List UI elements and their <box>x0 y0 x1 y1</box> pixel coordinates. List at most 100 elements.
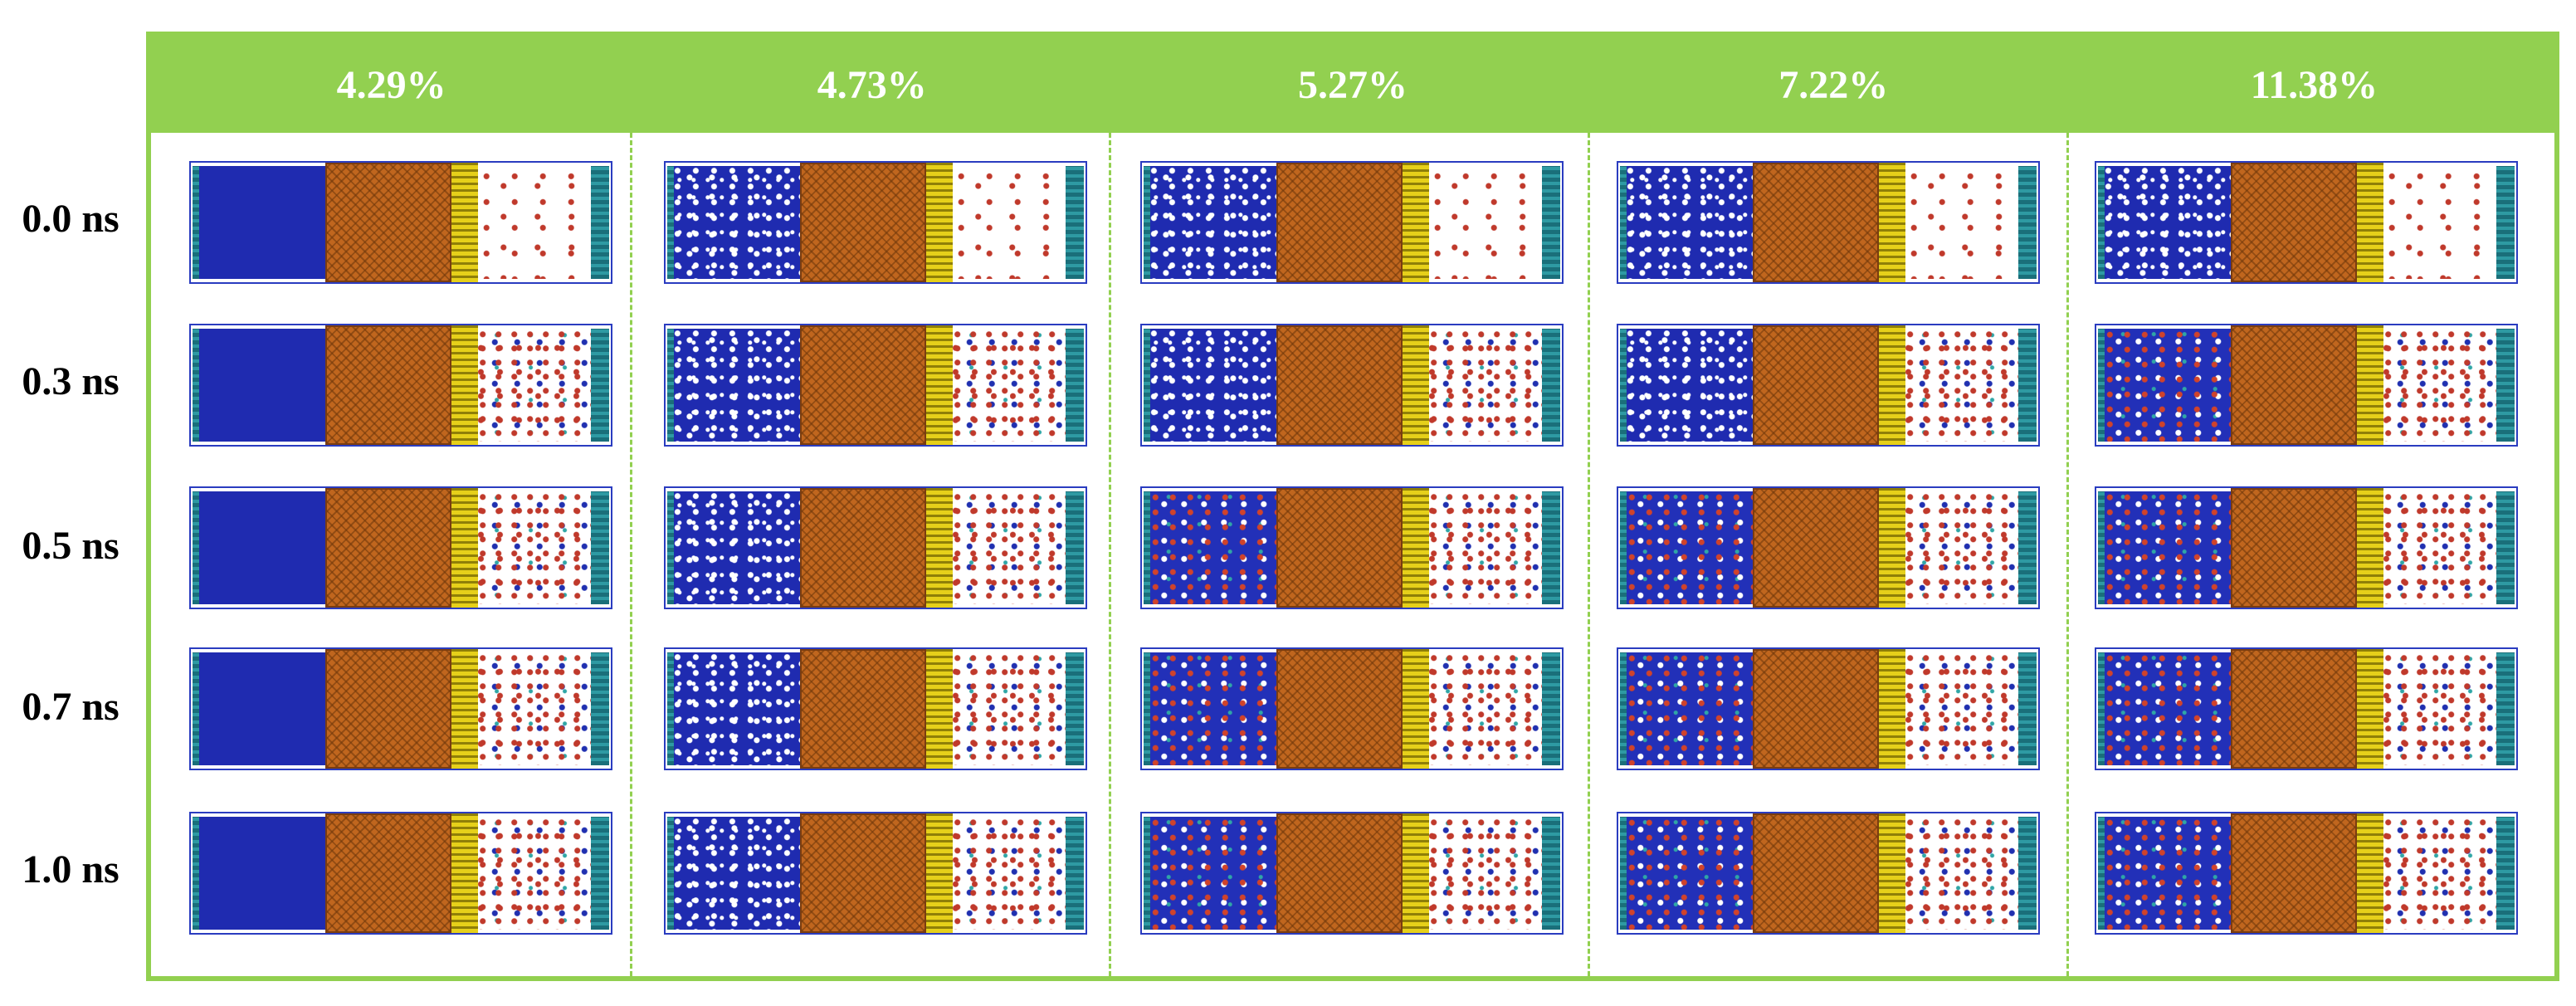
interface-layer <box>926 649 953 769</box>
water-region <box>199 166 325 279</box>
simulation-snapshot <box>1617 324 2040 447</box>
row-label-1: 0.0 ns <box>22 197 120 241</box>
right-wall <box>591 652 609 765</box>
left-wall <box>2098 491 2106 604</box>
water-region <box>1150 652 1276 765</box>
water-region <box>1150 166 1276 279</box>
row-label-4: 0.7 ns <box>22 685 120 729</box>
gas-region <box>2383 491 2496 604</box>
interface-layer <box>926 813 953 933</box>
interface-layer <box>1879 649 1905 769</box>
simulation-box <box>189 161 612 284</box>
column-header-bar: 4.29% 4.73% 5.27% 7.22% 11.38% <box>151 37 2554 133</box>
crystal-block <box>325 325 451 445</box>
column-header-2: 4.73% <box>817 62 927 107</box>
water-region <box>674 491 800 604</box>
gas-region <box>1429 817 1542 930</box>
right-wall <box>1542 491 1560 604</box>
simulation-box <box>189 486 612 609</box>
interface-layer <box>2357 163 2383 282</box>
interface-layer <box>451 163 478 282</box>
crystal-block <box>1753 325 1879 445</box>
left-wall <box>193 817 201 930</box>
column-header-4: 7.22% <box>1778 62 1889 107</box>
right-wall <box>2496 166 2515 279</box>
simulation-box <box>664 486 1087 609</box>
right-wall <box>591 491 609 604</box>
crystal-block <box>1276 163 1403 282</box>
simulation-snapshot <box>2095 647 2518 770</box>
right-wall <box>2496 817 2515 930</box>
interface-layer <box>926 163 953 282</box>
left-wall <box>2098 166 2106 279</box>
right-wall <box>2496 652 2515 765</box>
interface-layer <box>926 325 953 445</box>
simulation-box <box>2095 486 2518 609</box>
water-region <box>2105 652 2231 765</box>
interface-layer <box>1403 325 1429 445</box>
gas-region <box>2383 166 2496 279</box>
left-wall <box>1620 652 1628 765</box>
simulation-snapshot <box>1617 161 2040 284</box>
left-wall <box>667 329 676 442</box>
column-separator <box>630 133 632 976</box>
water-region <box>1150 817 1276 930</box>
crystal-block <box>800 813 926 933</box>
right-wall <box>2018 491 2037 604</box>
simulation-snapshot <box>2095 486 2518 609</box>
water-region <box>1627 491 1753 604</box>
left-wall <box>667 652 676 765</box>
water-region <box>1627 817 1753 930</box>
simulation-box <box>189 812 612 935</box>
left-wall <box>193 652 201 765</box>
right-wall <box>1066 491 1084 604</box>
left-wall <box>1144 491 1152 604</box>
simulation-box <box>1617 324 2040 447</box>
right-wall <box>1542 329 1560 442</box>
left-wall <box>1144 329 1152 442</box>
water-region <box>2105 329 2231 442</box>
interface-layer <box>2357 325 2383 445</box>
water-region <box>199 652 325 765</box>
left-wall <box>1144 817 1152 930</box>
simulation-box <box>1617 161 2040 284</box>
water-region <box>199 329 325 442</box>
column-separator <box>1588 133 1590 976</box>
water-region <box>674 817 800 930</box>
simulation-box <box>664 647 1087 770</box>
gas-region <box>478 491 591 604</box>
simulation-snapshot <box>189 812 612 935</box>
left-wall <box>193 329 201 442</box>
left-wall <box>1620 329 1628 442</box>
simulation-box <box>1617 647 2040 770</box>
crystal-block <box>1276 813 1403 933</box>
gas-region <box>1905 166 2018 279</box>
simulation-box <box>189 324 612 447</box>
right-wall <box>2018 652 2037 765</box>
right-wall <box>591 166 609 279</box>
interface-layer <box>926 488 953 608</box>
water-region <box>1627 166 1753 279</box>
water-region <box>1150 329 1276 442</box>
left-wall <box>667 817 676 930</box>
simulation-snapshot <box>1617 647 2040 770</box>
column-header-1: 4.29% <box>336 62 446 107</box>
left-wall <box>193 491 201 604</box>
simulation-snapshot <box>1140 324 1564 447</box>
left-wall <box>667 166 676 279</box>
water-region <box>1627 652 1753 765</box>
left-wall <box>2098 329 2106 442</box>
simulation-snapshot <box>189 647 612 770</box>
crystal-block <box>325 813 451 933</box>
gas-region <box>1905 329 2018 442</box>
crystal-block <box>1753 163 1879 282</box>
crystal-block <box>2231 325 2357 445</box>
column-separator <box>2066 133 2069 976</box>
simulation-snapshot <box>2095 161 2518 284</box>
simulation-box <box>664 324 1087 447</box>
interface-layer <box>1403 163 1429 282</box>
left-wall <box>1620 491 1628 604</box>
interface-layer <box>451 813 478 933</box>
crystal-block <box>2231 649 2357 769</box>
right-wall <box>591 817 609 930</box>
